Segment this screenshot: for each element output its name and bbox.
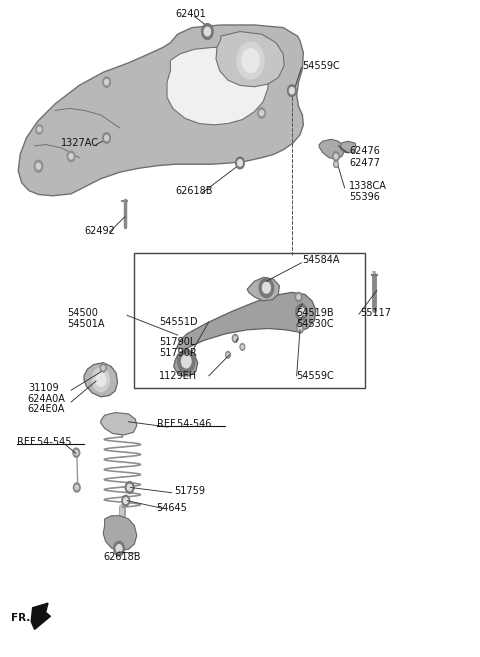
Circle shape <box>125 482 134 493</box>
Circle shape <box>227 353 229 356</box>
Polygon shape <box>247 277 279 301</box>
Circle shape <box>296 304 307 320</box>
Circle shape <box>114 541 124 556</box>
Text: FR.: FR. <box>11 612 30 623</box>
Text: 51790R: 51790R <box>159 348 197 358</box>
Text: 624A0A: 624A0A <box>28 394 66 404</box>
Circle shape <box>289 87 294 94</box>
Text: 62401: 62401 <box>175 9 206 20</box>
Text: 1327AC: 1327AC <box>61 138 99 148</box>
Circle shape <box>103 77 110 87</box>
Circle shape <box>295 292 302 302</box>
Circle shape <box>103 133 110 143</box>
Circle shape <box>124 498 128 503</box>
Circle shape <box>127 484 132 491</box>
Text: 54584A: 54584A <box>302 255 340 265</box>
Circle shape <box>236 157 244 169</box>
Text: 1338CA: 1338CA <box>349 181 387 191</box>
Circle shape <box>69 154 73 159</box>
Circle shape <box>263 283 270 293</box>
Text: 62492: 62492 <box>84 226 115 237</box>
Circle shape <box>238 160 242 166</box>
Circle shape <box>67 151 75 162</box>
Circle shape <box>234 336 237 340</box>
Circle shape <box>34 160 43 172</box>
Circle shape <box>105 135 108 141</box>
Polygon shape <box>103 516 137 551</box>
Text: 62618B: 62618B <box>103 552 141 562</box>
Polygon shape <box>84 363 118 397</box>
Text: 62477: 62477 <box>349 158 381 168</box>
Polygon shape <box>174 292 316 376</box>
Text: REF.54-545: REF.54-545 <box>17 436 72 447</box>
Circle shape <box>237 42 264 79</box>
Text: 55117: 55117 <box>360 307 391 318</box>
Circle shape <box>259 278 274 298</box>
Circle shape <box>298 326 302 331</box>
Circle shape <box>75 485 79 489</box>
Circle shape <box>92 368 109 392</box>
Bar <box>134 253 365 388</box>
Circle shape <box>73 483 80 492</box>
Text: 55396: 55396 <box>349 192 380 202</box>
Circle shape <box>36 125 43 134</box>
Text: REF.54-546: REF.54-546 <box>157 419 212 429</box>
Text: 54519B: 54519B <box>297 307 334 318</box>
Circle shape <box>100 364 106 372</box>
Text: 54551D: 54551D <box>159 317 198 327</box>
Text: 62618B: 62618B <box>175 185 213 196</box>
Circle shape <box>96 373 106 386</box>
Polygon shape <box>167 47 268 125</box>
Circle shape <box>334 161 338 168</box>
Text: 54645: 54645 <box>156 503 187 513</box>
Text: 54501A: 54501A <box>67 319 105 329</box>
Circle shape <box>105 79 108 85</box>
Polygon shape <box>18 25 303 196</box>
Circle shape <box>73 448 80 457</box>
Text: 54500: 54500 <box>67 307 98 318</box>
Circle shape <box>335 163 337 166</box>
Text: 54530C: 54530C <box>297 319 334 329</box>
Circle shape <box>241 346 244 348</box>
Circle shape <box>288 85 296 97</box>
Text: 1129EH: 1129EH <box>159 371 197 381</box>
Polygon shape <box>319 139 345 159</box>
Text: 624E0A: 624E0A <box>28 403 65 414</box>
Circle shape <box>334 154 338 159</box>
Circle shape <box>297 324 303 333</box>
Circle shape <box>178 350 195 373</box>
Circle shape <box>298 307 305 317</box>
Text: 54559C: 54559C <box>302 60 340 71</box>
Circle shape <box>242 49 259 72</box>
Text: 51759: 51759 <box>174 486 205 497</box>
Circle shape <box>258 108 265 118</box>
Circle shape <box>232 334 238 342</box>
Circle shape <box>181 355 191 368</box>
Circle shape <box>240 344 245 350</box>
Polygon shape <box>31 603 50 629</box>
Text: 62476: 62476 <box>349 146 380 156</box>
Text: 51790L: 51790L <box>159 336 196 347</box>
Text: 31109: 31109 <box>28 382 59 393</box>
Circle shape <box>116 545 122 553</box>
Circle shape <box>37 127 41 131</box>
Polygon shape <box>216 32 284 87</box>
Circle shape <box>102 366 105 370</box>
Circle shape <box>122 495 130 506</box>
Polygon shape <box>341 141 356 152</box>
Circle shape <box>204 27 211 36</box>
Circle shape <box>74 451 78 455</box>
Circle shape <box>202 24 213 39</box>
Circle shape <box>36 164 40 170</box>
Circle shape <box>226 351 230 358</box>
Circle shape <box>260 110 264 116</box>
Circle shape <box>297 294 300 300</box>
Circle shape <box>333 152 339 161</box>
Polygon shape <box>101 413 137 435</box>
Text: 54559C: 54559C <box>297 371 335 381</box>
